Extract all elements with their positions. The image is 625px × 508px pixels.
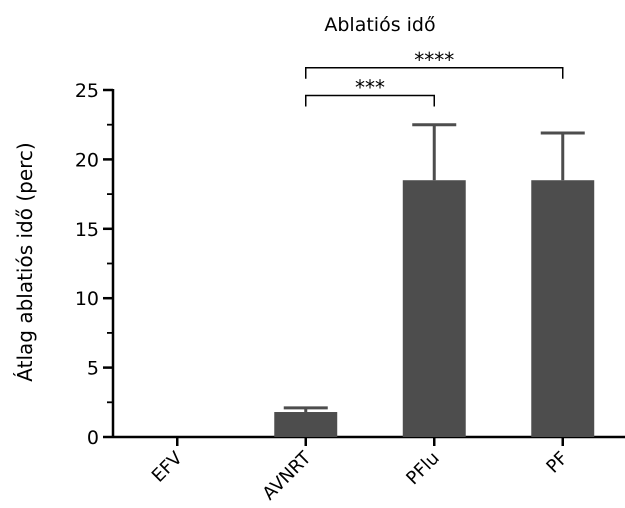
y-tick-label: 0 — [87, 427, 99, 449]
y-tick-label: 5 — [87, 358, 99, 380]
tick-labels: 0 5 10 15 20 25 EFV AVNRT PFlu PF — [75, 80, 572, 504]
significance-label: *** — [355, 76, 385, 100]
x-tick-label: PFlu — [402, 448, 443, 489]
bar-pf — [531, 180, 595, 437]
x-tick-label: PF — [542, 448, 572, 478]
significance-bracket — [305, 94, 435, 107]
bar-pflu — [402, 180, 466, 437]
y-axis-label: Átlag ablatiós idő (perc) — [13, 142, 37, 381]
bars — [274, 123, 595, 437]
significance-label: **** — [414, 48, 454, 72]
significance-bracket — [305, 67, 564, 79]
y-tick-label: 15 — [75, 219, 99, 241]
y-tick-label: 20 — [75, 149, 99, 171]
chart-title: Ablatiós idő — [324, 14, 435, 36]
y-tick-label: 25 — [75, 80, 99, 102]
significance-brackets: ******* — [305, 48, 564, 107]
x-tick-label: EFV — [148, 447, 187, 486]
y-tick-label: 10 — [75, 288, 99, 310]
bar-avnrt — [274, 412, 338, 437]
x-tick-label: AVNRT — [259, 447, 316, 504]
